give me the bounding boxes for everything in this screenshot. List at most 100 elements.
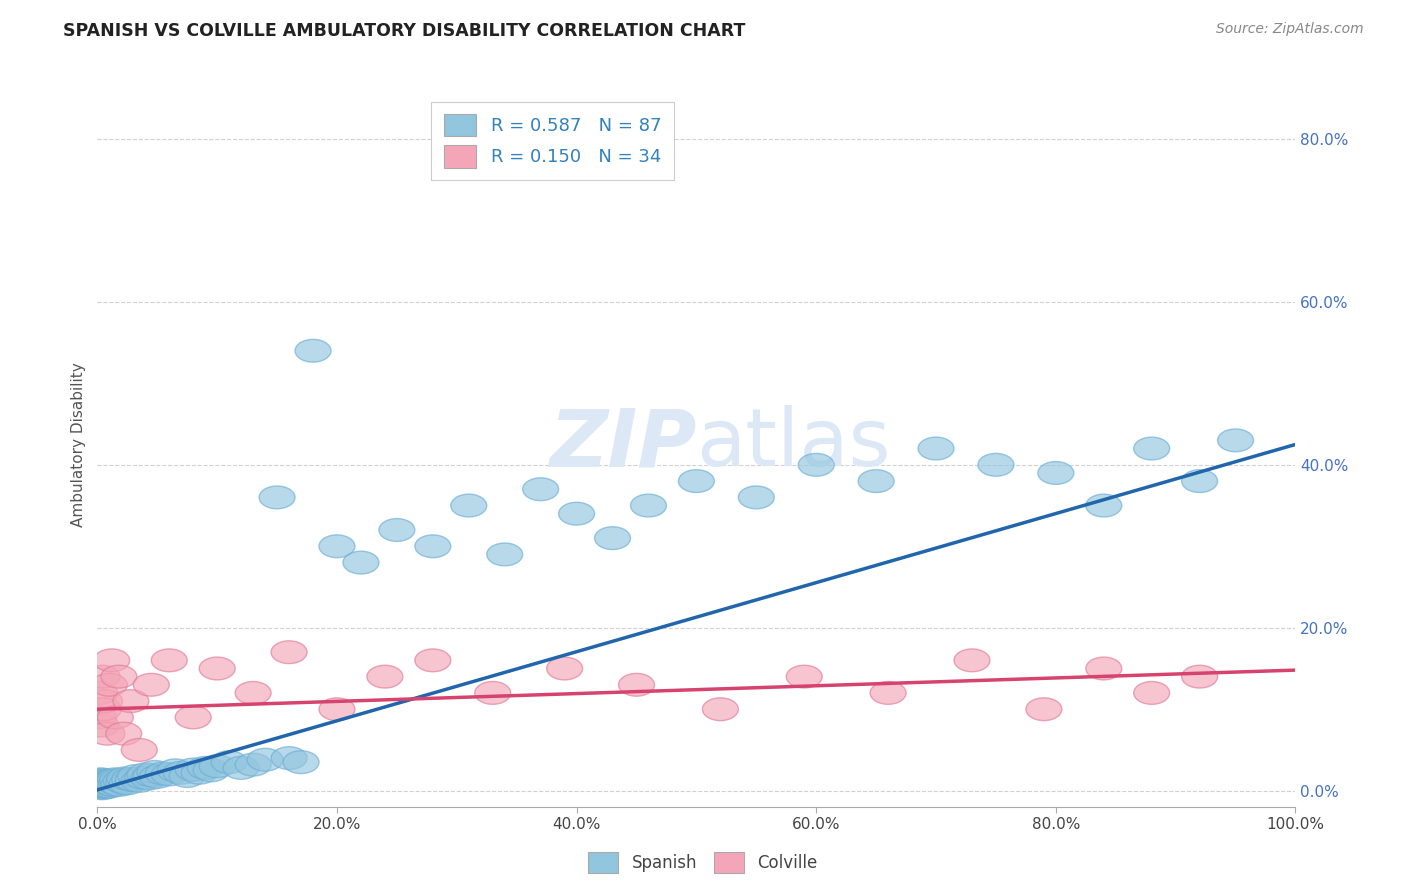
Ellipse shape [152, 649, 187, 672]
Ellipse shape [83, 772, 120, 794]
Ellipse shape [134, 673, 169, 696]
Ellipse shape [134, 764, 169, 787]
Ellipse shape [111, 768, 148, 790]
Ellipse shape [211, 751, 247, 773]
Ellipse shape [118, 764, 153, 788]
Ellipse shape [523, 478, 558, 500]
Ellipse shape [82, 681, 118, 705]
Ellipse shape [486, 543, 523, 566]
Ellipse shape [1026, 698, 1062, 721]
Legend: R = 0.587   N = 87, R = 0.150   N = 34: R = 0.587 N = 87, R = 0.150 N = 34 [432, 102, 673, 180]
Ellipse shape [91, 772, 128, 795]
Y-axis label: Ambulatory Disability: Ambulatory Disability [72, 362, 86, 527]
Ellipse shape [91, 673, 128, 696]
Ellipse shape [96, 772, 132, 794]
Ellipse shape [955, 649, 990, 672]
Ellipse shape [87, 773, 122, 797]
Ellipse shape [343, 551, 378, 574]
Ellipse shape [82, 775, 118, 798]
Ellipse shape [89, 774, 125, 797]
Ellipse shape [858, 470, 894, 492]
Ellipse shape [1181, 665, 1218, 688]
Ellipse shape [83, 714, 120, 737]
Ellipse shape [176, 758, 211, 780]
Ellipse shape [84, 777, 120, 799]
Ellipse shape [83, 776, 120, 799]
Ellipse shape [163, 762, 200, 784]
Ellipse shape [105, 772, 142, 794]
Ellipse shape [89, 723, 125, 745]
Ellipse shape [1085, 494, 1122, 517]
Ellipse shape [378, 518, 415, 541]
Ellipse shape [547, 657, 582, 680]
Ellipse shape [87, 772, 122, 794]
Ellipse shape [80, 706, 117, 729]
Ellipse shape [101, 773, 136, 797]
Ellipse shape [107, 767, 143, 790]
Ellipse shape [918, 437, 955, 460]
Ellipse shape [104, 770, 139, 792]
Ellipse shape [139, 765, 176, 789]
Legend: Spanish, Colville: Spanish, Colville [582, 846, 824, 880]
Ellipse shape [100, 769, 136, 791]
Ellipse shape [115, 769, 152, 791]
Ellipse shape [979, 453, 1014, 476]
Ellipse shape [82, 772, 118, 795]
Text: atlas: atlas [696, 406, 891, 483]
Ellipse shape [97, 706, 134, 729]
Ellipse shape [595, 527, 630, 549]
Ellipse shape [83, 768, 120, 790]
Ellipse shape [738, 486, 775, 508]
Ellipse shape [94, 649, 129, 672]
Ellipse shape [157, 759, 193, 781]
Ellipse shape [91, 775, 128, 798]
Ellipse shape [97, 768, 134, 790]
Ellipse shape [89, 770, 125, 792]
Ellipse shape [870, 681, 905, 705]
Ellipse shape [128, 763, 163, 786]
Ellipse shape [283, 751, 319, 773]
Ellipse shape [80, 774, 117, 797]
Ellipse shape [84, 774, 120, 797]
Ellipse shape [152, 763, 187, 786]
Ellipse shape [799, 453, 834, 476]
Ellipse shape [87, 775, 124, 798]
Ellipse shape [630, 494, 666, 517]
Text: SPANISH VS COLVILLE AMBULATORY DISABILITY CORRELATION CHART: SPANISH VS COLVILLE AMBULATORY DISABILIT… [63, 22, 745, 40]
Ellipse shape [112, 690, 149, 713]
Text: Source: ZipAtlas.com: Source: ZipAtlas.com [1216, 22, 1364, 37]
Ellipse shape [786, 665, 823, 688]
Ellipse shape [86, 769, 121, 791]
Ellipse shape [84, 771, 120, 793]
Ellipse shape [98, 772, 135, 795]
Ellipse shape [475, 681, 510, 705]
Ellipse shape [125, 766, 160, 789]
Ellipse shape [93, 772, 128, 796]
Ellipse shape [319, 698, 354, 721]
Ellipse shape [295, 339, 330, 362]
Ellipse shape [415, 649, 451, 672]
Ellipse shape [84, 665, 120, 688]
Ellipse shape [83, 773, 120, 797]
Ellipse shape [82, 770, 118, 792]
Ellipse shape [176, 706, 211, 729]
Ellipse shape [1133, 681, 1170, 705]
Ellipse shape [86, 698, 121, 721]
Ellipse shape [87, 776, 122, 799]
Ellipse shape [415, 535, 451, 558]
Ellipse shape [86, 772, 121, 796]
Ellipse shape [96, 773, 131, 797]
Ellipse shape [235, 753, 271, 776]
Ellipse shape [94, 770, 129, 792]
Ellipse shape [319, 535, 354, 558]
Ellipse shape [200, 657, 235, 680]
Ellipse shape [169, 764, 205, 788]
Ellipse shape [136, 761, 173, 783]
Text: ZIP: ZIP [548, 406, 696, 483]
Ellipse shape [80, 772, 117, 796]
Ellipse shape [271, 640, 307, 664]
Ellipse shape [121, 739, 157, 762]
Ellipse shape [247, 748, 283, 772]
Ellipse shape [131, 767, 167, 790]
Ellipse shape [90, 771, 127, 793]
